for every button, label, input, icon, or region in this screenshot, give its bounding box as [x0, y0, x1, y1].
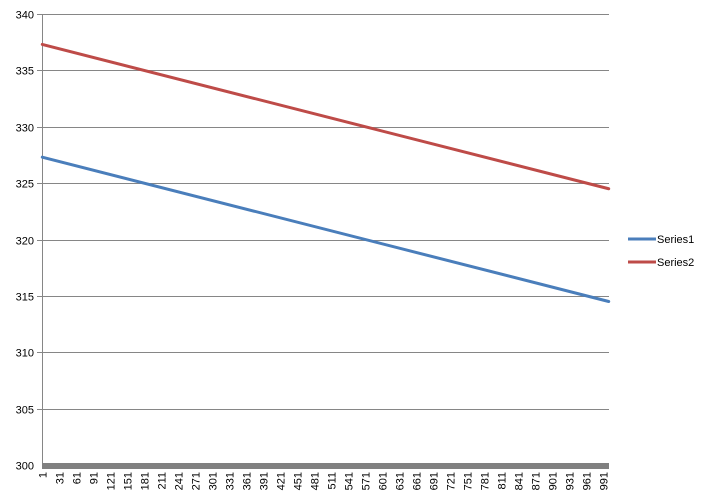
plot-area: [40, 42, 611, 304]
x-tick-label: 931: [565, 472, 577, 490]
y-tick-label: 320: [16, 236, 34, 248]
x-tick-label: 121: [105, 472, 117, 490]
x-tick-label: 571: [360, 472, 372, 490]
y-tick-label: 310: [16, 348, 34, 360]
x-tick-label: 751: [463, 472, 475, 490]
x-tick-label: 61: [71, 472, 83, 484]
y-tick-label: 330: [16, 123, 34, 135]
x-tick-label: 511: [326, 472, 338, 490]
x-tick-label: 31: [54, 472, 66, 484]
grid-lines: [37, 14, 609, 410]
y-tick-label: 325: [16, 179, 34, 191]
x-tick-label: 271: [190, 472, 202, 490]
x-tick-label: 361: [241, 472, 253, 490]
axes: [42, 14, 609, 469]
x-tick-label: 691: [429, 472, 441, 490]
x-tick-label: 721: [446, 472, 458, 490]
x-tick-label: 151: [122, 472, 134, 490]
x-tick-label: 841: [514, 472, 526, 490]
legend: Series1 Series2: [628, 234, 694, 269]
x-axis-line: [42, 463, 609, 469]
x-tick-label: 481: [309, 472, 321, 490]
x-tick-label: 301: [207, 472, 219, 490]
x-tick-label: 901: [548, 472, 560, 490]
y-axis-ticks: 300 305 310 315 320 325 330 335 340: [16, 10, 34, 473]
x-tick-label: 631: [394, 472, 406, 490]
x-tick-label: 601: [377, 472, 389, 490]
x-tick-label: 451: [292, 472, 304, 490]
x-tick-label: 811: [497, 472, 509, 490]
x-tick-label: 91: [88, 472, 100, 484]
series-line: [40, 42, 611, 191]
x-tick-label: 421: [275, 472, 287, 490]
x-tick-label: 391: [258, 472, 270, 490]
x-tick-label: 781: [480, 472, 492, 490]
x-tick-label: 1: [37, 472, 49, 478]
y-tick-label: 340: [16, 10, 34, 22]
x-tick-label: 541: [343, 472, 355, 490]
legend-label: Series2: [657, 257, 694, 269]
y-tick-label: 335: [16, 66, 34, 78]
x-tick-label: 211: [156, 472, 168, 490]
x-tick-label: 991: [599, 472, 611, 490]
x-tick-label: 241: [173, 472, 185, 490]
x-tick-label: 181: [139, 472, 151, 490]
x-tick-label: 961: [582, 472, 594, 490]
y-tick-label: 305: [16, 405, 34, 417]
series-line: [40, 155, 611, 304]
legend-label: Series1: [657, 234, 694, 246]
x-tick-label: 661: [412, 472, 424, 490]
y-tick-label: 315: [16, 292, 34, 304]
x-axis-ticks: 1 31 61 91 121 151 181 211 241 271 301 331 361 391 421…: [37, 472, 610, 490]
y-tick-label: 300: [16, 461, 34, 473]
x-tick-label: 871: [531, 472, 543, 490]
x-tick-label: 331: [224, 472, 236, 490]
